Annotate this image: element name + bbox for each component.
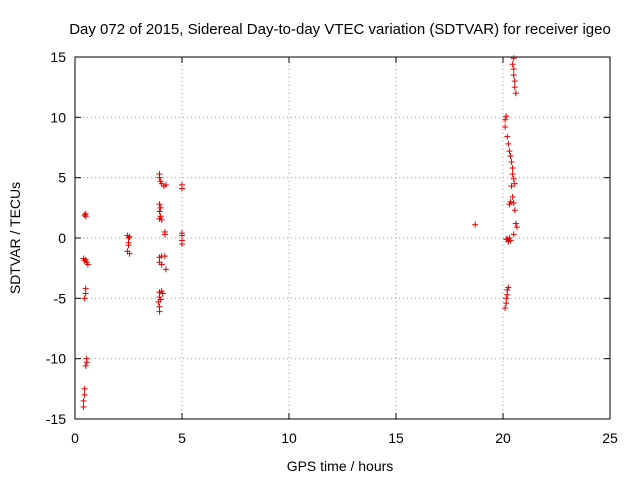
data-point bbox=[512, 220, 519, 227]
data-point bbox=[508, 158, 515, 165]
data-point bbox=[81, 212, 88, 219]
x-tick-label: 25 bbox=[602, 430, 618, 446]
data-point bbox=[161, 253, 168, 260]
data-point bbox=[511, 78, 518, 85]
data-point bbox=[80, 403, 87, 410]
data-point bbox=[511, 207, 518, 214]
x-tick-label: 5 bbox=[178, 430, 186, 446]
data-point bbox=[179, 185, 185, 192]
x-tick-label: 0 bbox=[71, 430, 79, 446]
data-point bbox=[510, 66, 517, 73]
data-point bbox=[511, 180, 518, 187]
data-point bbox=[161, 231, 168, 238]
data-point bbox=[125, 242, 132, 249]
data-point bbox=[502, 123, 509, 130]
data-point bbox=[507, 237, 514, 244]
y-tick-label: 5 bbox=[58, 170, 66, 186]
data-point bbox=[159, 290, 166, 297]
data-point bbox=[80, 397, 87, 404]
data-point bbox=[511, 84, 518, 91]
data-point bbox=[155, 298, 162, 305]
x-tick-label: 20 bbox=[495, 430, 511, 446]
data-point bbox=[84, 261, 91, 268]
data-point bbox=[157, 204, 164, 211]
data-point bbox=[162, 266, 169, 273]
y-tick-label: -15 bbox=[46, 411, 66, 427]
data-point bbox=[472, 221, 479, 228]
data-point bbox=[82, 290, 89, 297]
data-point bbox=[510, 200, 517, 207]
y-tick-label: -5 bbox=[54, 290, 67, 306]
data-point bbox=[81, 385, 88, 392]
data-point bbox=[156, 201, 163, 208]
data-point bbox=[509, 165, 516, 172]
data-point bbox=[504, 291, 511, 298]
data-point bbox=[502, 304, 509, 311]
data-point bbox=[502, 116, 509, 123]
data-point bbox=[82, 213, 89, 220]
data-point bbox=[503, 113, 510, 120]
data-point bbox=[506, 201, 513, 208]
y-tick-label: 0 bbox=[58, 230, 66, 246]
x-tick-label: 10 bbox=[281, 430, 297, 446]
data-point bbox=[509, 171, 516, 178]
data-point bbox=[504, 133, 511, 140]
data-point bbox=[126, 233, 133, 240]
data-points bbox=[80, 55, 520, 410]
x-tick-label: 15 bbox=[388, 430, 404, 446]
data-point bbox=[156, 174, 163, 181]
y-tick-label: -10 bbox=[46, 351, 66, 367]
data-point bbox=[509, 193, 516, 200]
data-point bbox=[510, 175, 517, 182]
data-point bbox=[156, 208, 163, 215]
data-point bbox=[507, 152, 514, 159]
data-point bbox=[162, 181, 169, 188]
data-point bbox=[505, 140, 512, 147]
data-point bbox=[512, 90, 519, 97]
axis-ticks: 0 5 10 15 20 25 -15 -10 -5 0 5 10 15 bbox=[46, 49, 618, 446]
data-point bbox=[156, 308, 163, 315]
data-point bbox=[505, 284, 512, 291]
data-point bbox=[83, 359, 90, 366]
data-point bbox=[508, 183, 515, 190]
data-point bbox=[179, 241, 185, 248]
data-point bbox=[82, 362, 89, 369]
data-point bbox=[509, 61, 516, 68]
data-point bbox=[126, 250, 133, 257]
data-point bbox=[158, 261, 165, 268]
data-point bbox=[158, 216, 165, 223]
grid-lines bbox=[75, 57, 610, 419]
data-point bbox=[510, 231, 517, 238]
y-tick-label: 10 bbox=[50, 109, 66, 125]
y-tick-label: 15 bbox=[50, 49, 66, 65]
data-point bbox=[513, 224, 520, 231]
x-axis-label: GPS time / hours bbox=[287, 458, 394, 474]
data-point bbox=[510, 55, 517, 62]
data-point bbox=[506, 148, 513, 155]
data-point bbox=[503, 300, 510, 307]
data-point bbox=[81, 391, 88, 398]
chart-title: Day 072 of 2015, Sidereal Day-to-day VTE… bbox=[69, 21, 611, 38]
data-point bbox=[510, 72, 517, 79]
y-axis-label: SDTVAR / TECUs bbox=[7, 182, 23, 294]
data-point bbox=[81, 295, 88, 302]
